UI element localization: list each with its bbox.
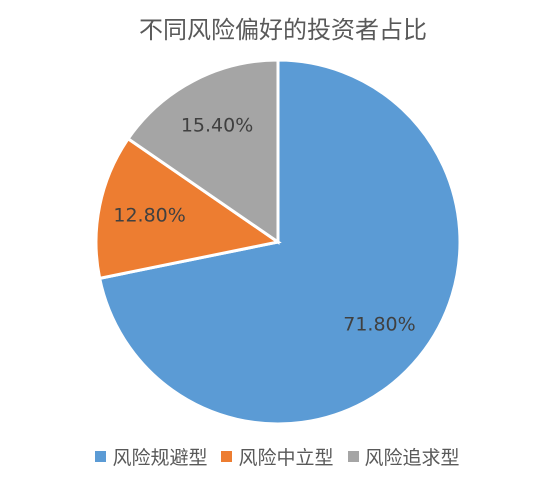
legend-swatch: [347, 451, 359, 462]
legend-item: 风险规避型: [95, 443, 207, 470]
legend-label: 风险追求型: [364, 447, 460, 469]
pie-slice: [126, 58, 280, 245]
legend: 风险规避型 风险中立型 风险追求型: [0, 443, 555, 470]
chart: 不同风险偏好的投资者占比 71.80% 12.80% 15.40%: [94, 16, 462, 426]
legend-label: 风险中立型: [238, 447, 334, 469]
legend-swatch: [95, 451, 107, 462]
legend-label: 风险规避型: [112, 447, 208, 469]
legend-swatch: [221, 451, 233, 462]
data-label: 12.80%: [113, 204, 185, 226]
pie-slice: [94, 136, 282, 281]
data-label: 71.80%: [343, 313, 415, 335]
chart-title: 不同风险偏好的投资者占比: [139, 16, 427, 44]
legend-item: 风险中立型: [221, 443, 334, 470]
data-label: 15.40%: [181, 114, 253, 136]
legend-item: 风险追求型: [347, 443, 460, 470]
